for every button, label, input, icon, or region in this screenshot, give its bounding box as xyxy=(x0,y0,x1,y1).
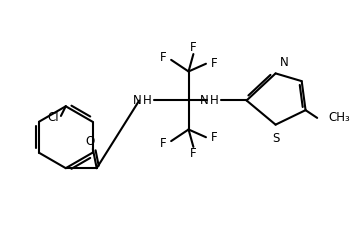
Text: F: F xyxy=(190,147,197,160)
Text: S: S xyxy=(272,132,279,145)
Text: F: F xyxy=(190,41,197,54)
Text: O: O xyxy=(85,135,95,148)
Text: CH₃: CH₃ xyxy=(329,111,351,124)
Text: F: F xyxy=(211,131,218,144)
Text: H: H xyxy=(143,94,151,107)
Text: Cl: Cl xyxy=(48,111,59,124)
Text: F: F xyxy=(211,57,218,70)
Text: N: N xyxy=(132,94,141,107)
Text: F: F xyxy=(160,52,166,64)
Text: N: N xyxy=(279,56,288,68)
Text: N: N xyxy=(200,94,209,107)
Text: H: H xyxy=(210,94,219,107)
Text: F: F xyxy=(160,136,166,150)
